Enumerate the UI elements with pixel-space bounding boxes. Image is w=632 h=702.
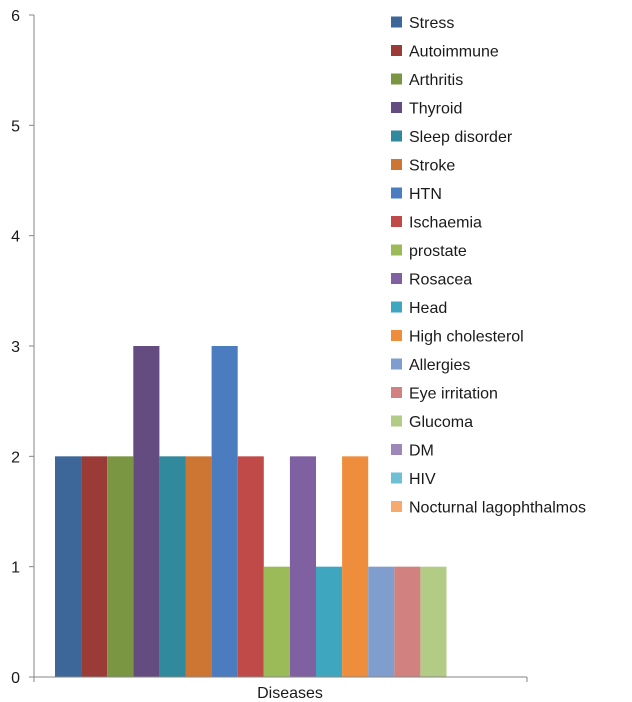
legend-label: Thyroid xyxy=(409,101,462,118)
legend-swatch xyxy=(391,415,402,427)
bar-arthritis xyxy=(107,456,134,677)
legend-swatch xyxy=(391,73,402,85)
legend-swatch xyxy=(391,472,402,484)
bar-prostate xyxy=(263,566,290,677)
legend-label: Sleep disorder xyxy=(409,129,513,146)
legend-label: HIV xyxy=(409,471,436,488)
legend-swatch xyxy=(391,444,402,455)
legend-label: Ischaemia xyxy=(409,215,482,232)
bar-eye-irritation xyxy=(394,566,421,677)
bar-stroke xyxy=(185,456,212,677)
y-tick-label: 2 xyxy=(11,449,20,466)
bar-ischaemia xyxy=(237,456,264,677)
bar-allergies xyxy=(368,566,395,677)
legend-label: High cholesterol xyxy=(409,329,524,346)
y-tick-label: 0 xyxy=(11,670,20,687)
bar-sleep-disorder xyxy=(159,456,186,677)
bars xyxy=(55,346,447,677)
legend-label: Nocturnal lagophthalmos xyxy=(409,500,586,517)
bar-rosacea xyxy=(289,456,316,677)
bar-glucoma xyxy=(420,566,447,677)
y-tick-label: 5 xyxy=(11,118,20,135)
legend-swatch xyxy=(391,273,402,284)
legend-label: Eye irritation xyxy=(409,386,498,403)
legend-swatch xyxy=(391,301,402,313)
legend-label: Allergies xyxy=(409,357,470,374)
legend-swatch xyxy=(391,387,402,398)
bar-head xyxy=(316,566,343,677)
legend-swatch xyxy=(391,102,402,113)
legend-swatch xyxy=(391,187,402,199)
legend-swatch xyxy=(391,130,402,142)
x-axis-label: Diseases xyxy=(257,685,323,702)
y-tick-label: 3 xyxy=(11,339,20,356)
legend-label: Stroke xyxy=(409,158,455,175)
x-axis: Diseases xyxy=(33,676,528,702)
legend-swatch xyxy=(391,216,402,227)
legend-label: Rosacea xyxy=(409,272,472,289)
legend-label: Head xyxy=(409,300,447,317)
legend: Stress Autoimmune Arthritis Thyroid Sleep di… xyxy=(391,15,586,517)
legend-label: prostate xyxy=(409,243,467,260)
bar-stress xyxy=(55,456,82,677)
legend-swatch xyxy=(391,244,402,256)
bar-autoimmune xyxy=(81,456,108,677)
legend-swatch xyxy=(391,45,402,56)
legend-swatch xyxy=(391,501,402,512)
legend-swatch xyxy=(391,330,402,341)
legend-label: Stress xyxy=(409,15,454,32)
y-tick-label: 4 xyxy=(11,229,20,246)
legend-label: DM xyxy=(409,443,434,460)
legend-swatch xyxy=(391,16,402,28)
y-tick-label: 6 xyxy=(11,8,20,25)
legend-label: HTN xyxy=(409,186,442,203)
bar-high-cholesterol xyxy=(342,456,369,677)
bar-htn xyxy=(211,346,238,677)
legend-label: Autoimmune xyxy=(409,44,499,61)
y-tick-label: 1 xyxy=(11,560,20,577)
legend-swatch xyxy=(391,159,402,170)
y-axis: 0 1 2 3 4 5 6 xyxy=(11,8,35,687)
legend-label: Arthritis xyxy=(409,72,463,89)
legend-swatch xyxy=(391,358,402,370)
legend-label: Glucoma xyxy=(409,414,473,431)
bar-thyroid xyxy=(133,346,160,677)
